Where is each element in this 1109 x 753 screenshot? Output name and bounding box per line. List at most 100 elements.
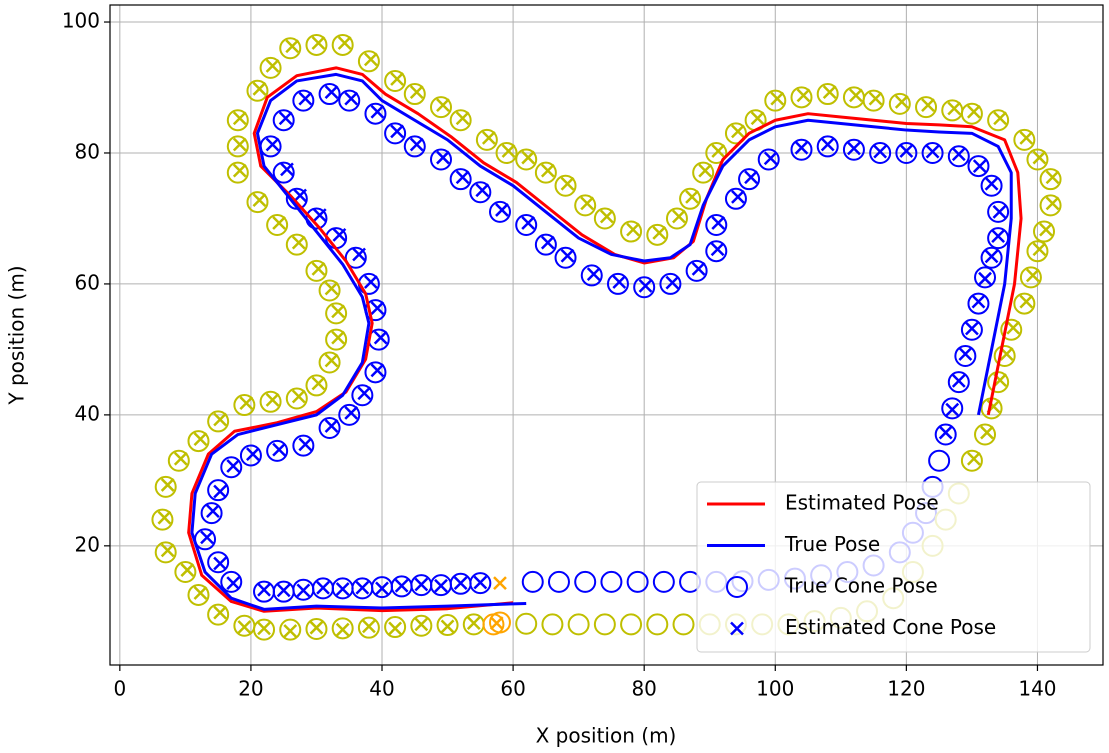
cone-cross (794, 140, 809, 155)
cone-circle (331, 617, 354, 640)
cone-circle (482, 613, 505, 636)
cone-circle (469, 181, 492, 204)
cone-circle (790, 138, 813, 161)
cone-cross (331, 330, 345, 345)
cone-circle (934, 423, 957, 446)
cone-circle (672, 613, 695, 636)
cone-cross (434, 578, 448, 593)
cone-circle (151, 508, 174, 531)
cone-cross (311, 376, 326, 391)
cone-circle (207, 603, 230, 626)
cone-cross (495, 203, 509, 217)
cone-cross (586, 267, 601, 281)
cone-circle (593, 207, 616, 230)
cone-circle (515, 148, 538, 171)
cone-cross (440, 619, 455, 634)
cone-circle (318, 83, 341, 106)
cone-cross (280, 162, 294, 177)
cone-cross (473, 575, 488, 590)
cone-cross (388, 621, 403, 636)
cone-cross (466, 616, 481, 630)
cone-cross (390, 72, 404, 86)
cone-cross (958, 347, 973, 361)
cone-circle (987, 227, 1010, 250)
cone-circle (1026, 148, 1049, 171)
cone-cross (1006, 320, 1021, 335)
cone-cross (180, 563, 195, 577)
cone-cross (213, 412, 227, 427)
cone-cross (213, 484, 227, 499)
cone-cross (965, 321, 979, 336)
cone-cross (357, 386, 372, 401)
cone-circle (305, 259, 328, 282)
cone-circle (292, 434, 315, 457)
cone-circle (967, 155, 990, 178)
cone-cross (1032, 242, 1047, 257)
cone-circle (954, 344, 977, 367)
cone-cross (272, 216, 286, 230)
x-axis-label: X position (m) (536, 724, 677, 748)
cone-cross (324, 281, 339, 296)
cone-cross (868, 91, 883, 106)
cone-circle (338, 89, 361, 112)
cone-cross (291, 389, 306, 404)
cone-circle (554, 174, 577, 197)
cone-circle (980, 174, 1003, 197)
cone-circle (1033, 220, 1056, 243)
x-tick-label: 100 (756, 677, 794, 701)
cone-cross (849, 88, 863, 103)
cone-cross (226, 459, 241, 473)
y-tick-label: 80 (75, 139, 100, 163)
cone-cross (672, 209, 686, 224)
cone-cross (311, 36, 326, 50)
cone-circle (292, 89, 315, 112)
cone-circle (226, 135, 249, 158)
cone-cross (257, 582, 271, 597)
cone-circle (941, 99, 964, 122)
cone-cross (652, 225, 667, 240)
cone-cross (991, 229, 1006, 244)
cone-circle (226, 109, 249, 132)
cone-cross (455, 111, 470, 126)
x-tick-label: 0 (113, 677, 126, 701)
y-axis-label: Y position (m) (5, 265, 29, 405)
cone-cross (278, 111, 293, 126)
cone-cross (453, 576, 468, 591)
cone-circle (253, 618, 276, 641)
cone-circle (960, 449, 983, 472)
cone-cross (298, 437, 313, 452)
cone-cross (560, 176, 575, 191)
cone-circle (764, 89, 787, 112)
cone-circle (947, 145, 970, 168)
cone-cross (580, 196, 595, 211)
cone-cross (750, 111, 765, 126)
cone-cross (309, 620, 324, 635)
cone-circle (403, 83, 426, 106)
cone-circle (167, 449, 190, 472)
cone-circle (384, 69, 407, 92)
cone-circle (646, 223, 669, 246)
cone-circle (305, 617, 328, 640)
cone-circle (633, 276, 656, 299)
cone-cross (847, 141, 861, 156)
cone-circle (357, 50, 380, 73)
cone-circle (816, 83, 839, 106)
cone-cross (481, 131, 496, 145)
cone-circle (403, 135, 426, 158)
cone-cross (375, 581, 389, 596)
cone-circle (430, 148, 452, 171)
cone-cross (226, 576, 241, 591)
cone-cross (373, 330, 388, 345)
cone-circle (652, 570, 675, 593)
cone-circle (705, 214, 728, 236)
cone-cross (370, 104, 385, 119)
cone-cross (285, 39, 300, 54)
cone-cross (711, 144, 726, 158)
cone-cross (293, 188, 307, 203)
cone-cross (200, 530, 214, 545)
cone-circle (220, 570, 243, 593)
cone-circle (259, 56, 282, 79)
x-tick-label: 60 (500, 677, 525, 701)
cone-cross (252, 193, 267, 208)
cone-circle (384, 122, 407, 145)
